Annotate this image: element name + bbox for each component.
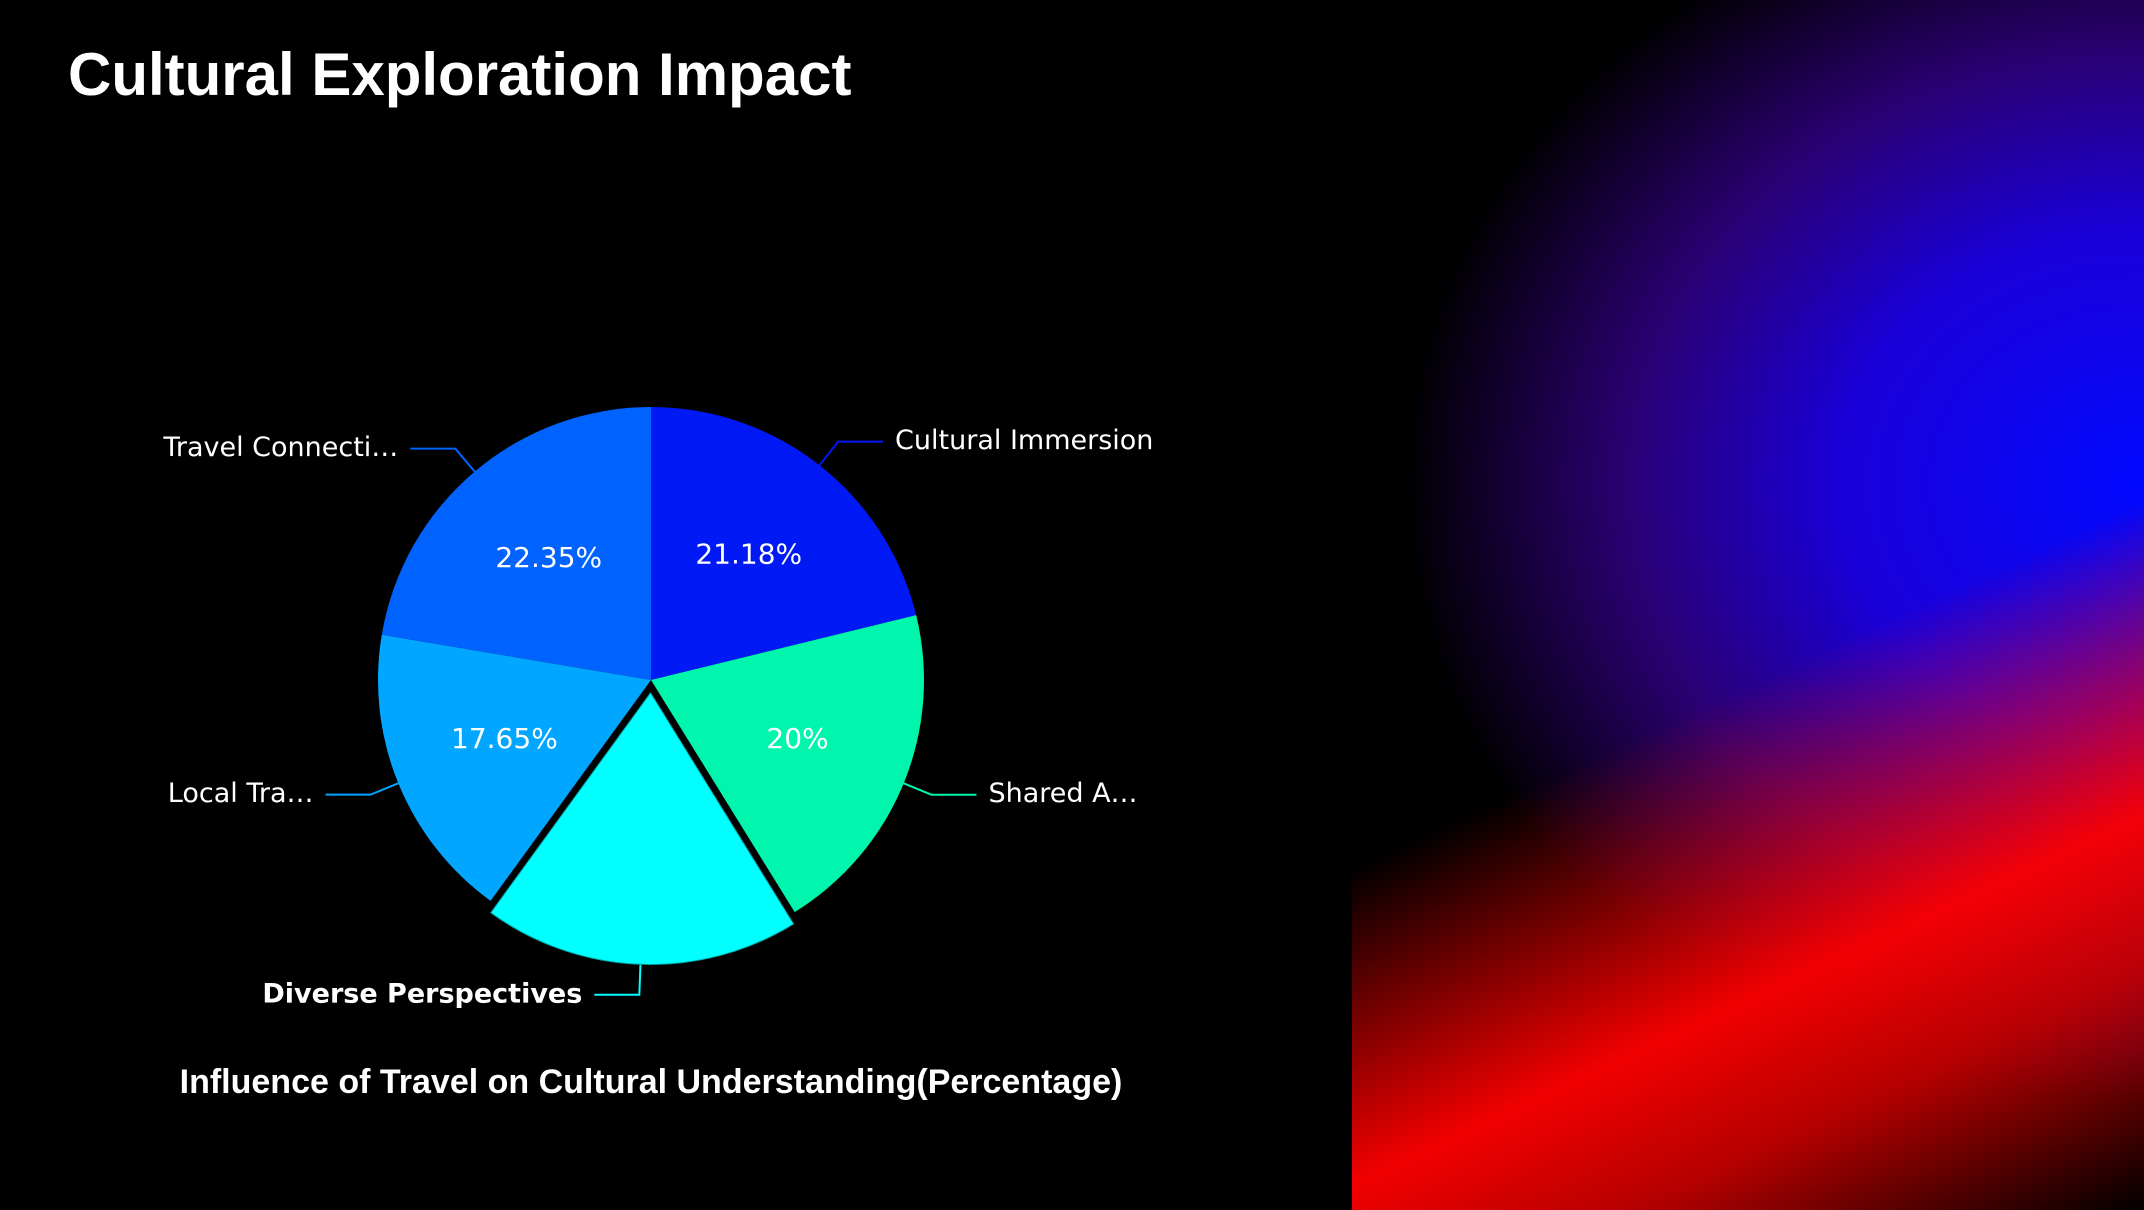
pie-slice: [488, 690, 796, 966]
category-label: Shared A…: [988, 778, 1137, 809]
leader-line: [903, 782, 977, 796]
chart-title: Cultural Exploration Impact: [68, 41, 851, 108]
data-label: 22.35%: [495, 541, 602, 574]
data-label: 21.18%: [695, 537, 802, 570]
category-label: Local Tra…: [168, 778, 314, 809]
data-label: 17.65%: [451, 722, 558, 755]
chart-subtitle: Influence of Travel on Cultural Understa…: [180, 1063, 1123, 1101]
category-label: Diverse Perspectives: [262, 978, 582, 1009]
data-label: 20%: [766, 722, 828, 755]
leader-line: [818, 440, 884, 466]
pie-slice: [651, 615, 924, 913]
leader-line: [410, 447, 476, 473]
leader-line: [325, 782, 399, 796]
leader-line: [594, 964, 642, 996]
category-label: Travel Connecti…: [162, 432, 398, 463]
pie-slice: [651, 407, 917, 680]
category-label: Cultural Immersion: [895, 425, 1153, 456]
pie-slice: [378, 634, 651, 901]
pie-slice: [381, 407, 651, 680]
background-panel: [1352, 0, 2144, 1210]
